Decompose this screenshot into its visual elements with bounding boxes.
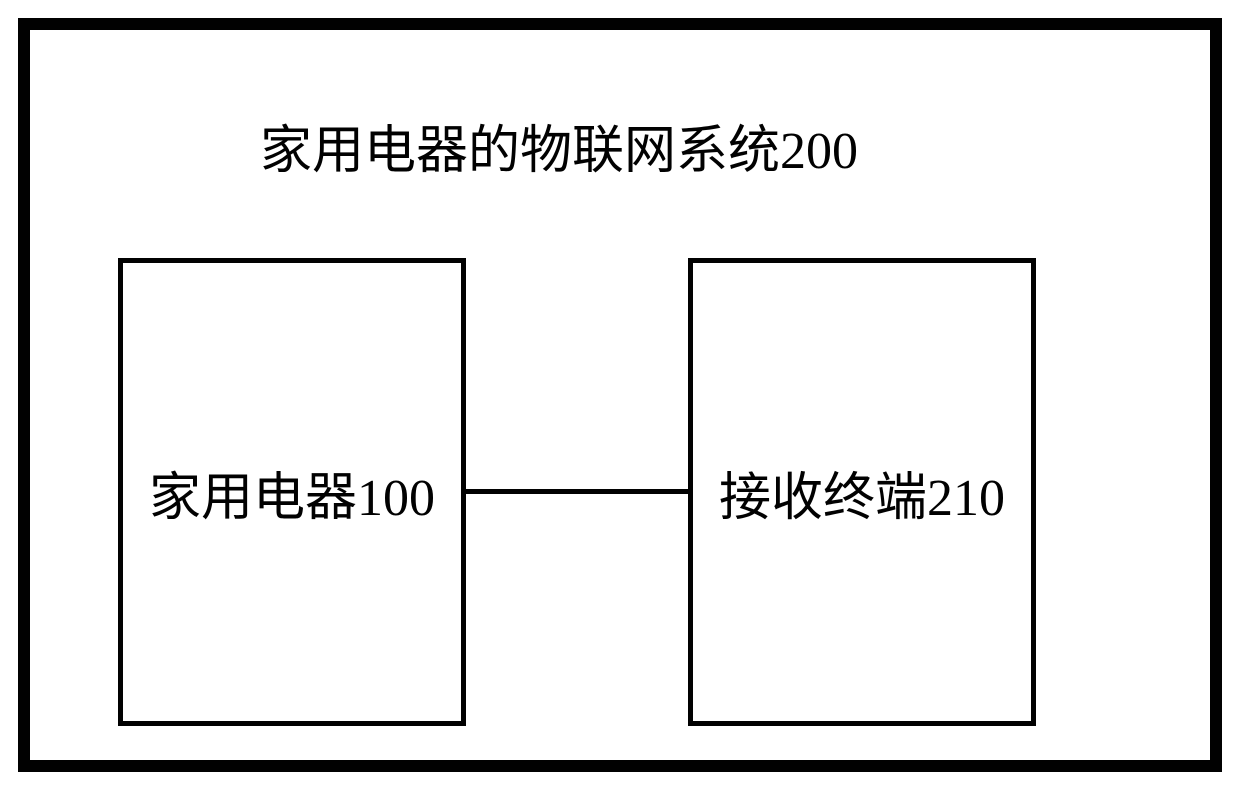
diagram-title: 家用电器的物联网系统200 bbox=[260, 108, 858, 183]
node-terminal-label: 接收终端210 bbox=[719, 455, 1005, 530]
node-terminal: 接收终端210 bbox=[688, 258, 1036, 726]
node-appliance: 家用电器100 bbox=[118, 258, 466, 726]
edge-connector bbox=[466, 489, 688, 494]
node-appliance-label: 家用电器100 bbox=[149, 455, 435, 530]
diagram-container: 家用电器的物联网系统200 家用电器100 接收终端210 bbox=[0, 0, 1240, 793]
